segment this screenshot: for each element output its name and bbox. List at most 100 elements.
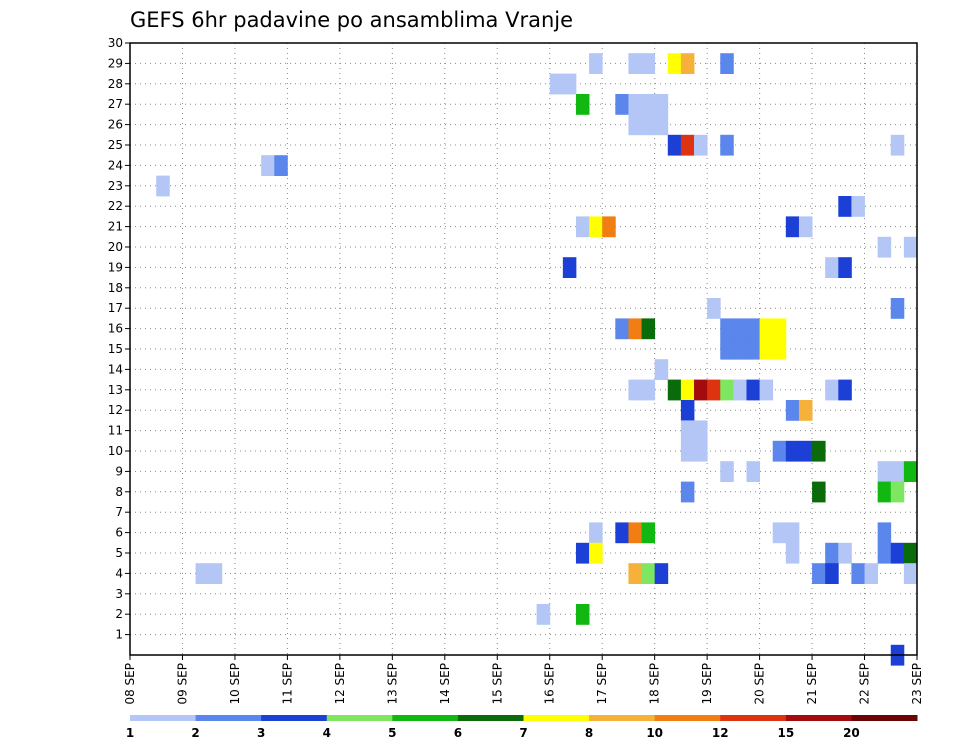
heatmap-cell [720, 379, 734, 401]
heatmap-cell [812, 440, 826, 462]
heatmap-cell [903, 236, 918, 258]
heatmap-cell [575, 604, 590, 625]
data-cells [156, 53, 918, 666]
legend-label: 3 [257, 726, 265, 740]
heatmap-cell [838, 542, 852, 564]
heatmap-cell [641, 94, 656, 115]
heatmap-cell [615, 318, 629, 340]
heatmap-cell [575, 542, 590, 564]
x-tick-label: 16 SEP [543, 663, 557, 705]
heatmap-cell [890, 542, 905, 564]
heatmap-cell [798, 216, 813, 238]
y-tick-label: 21 [108, 220, 123, 234]
heatmap-cell [667, 134, 682, 156]
heatmap-cell [877, 236, 892, 258]
y-axis: 1234567891011121314151617181920212223242… [108, 36, 130, 642]
heatmap-cell [772, 318, 787, 340]
legend-swatch [785, 715, 852, 721]
x-tick-label: 09 SEP [175, 663, 189, 705]
heatmap-cell [746, 379, 760, 401]
heatmap-cell [615, 522, 629, 544]
x-tick-label: 10 SEP [228, 663, 242, 705]
heatmap-cell [720, 338, 734, 360]
legend-label: 10 [646, 726, 663, 740]
heatmap-cell [274, 155, 288, 176]
heatmap-cell [680, 379, 695, 401]
heatmap-cell [694, 420, 708, 442]
legend-swatch [392, 715, 459, 721]
heatmap-cell [694, 379, 708, 401]
heatmap-cell [825, 257, 839, 278]
heatmap-cell [785, 522, 800, 544]
heatmap-cell [589, 53, 603, 74]
heatmap-cell [903, 542, 918, 564]
heatmap-cell [654, 563, 669, 584]
heatmap-cell [720, 318, 734, 340]
heatmap-cell [838, 379, 852, 401]
heatmap-cell [628, 53, 642, 74]
legend-label: 4 [323, 726, 331, 740]
heatmap-cell [694, 134, 708, 156]
heatmap-cell [890, 481, 905, 503]
heatmap-cell [812, 563, 826, 584]
heatmap-cell [549, 73, 564, 95]
heatmap-cell [838, 257, 852, 278]
heatmap-cell [694, 440, 708, 462]
heatmap-cell [864, 563, 879, 584]
heatmap-cell [195, 563, 210, 584]
heatmap-cell [759, 318, 774, 340]
legend-swatch [654, 715, 721, 721]
y-tick-label: 7 [115, 505, 123, 519]
y-tick-label: 17 [108, 301, 123, 315]
legend-swatch [720, 715, 787, 721]
heatmap-cell [641, 379, 656, 401]
heatmap-cell [707, 379, 721, 401]
y-tick-label: 18 [108, 281, 123, 295]
y-tick-label: 29 [108, 56, 123, 70]
heatmap-cell [746, 338, 760, 360]
y-tick-label: 9 [115, 464, 123, 478]
heatmap-cell [733, 379, 747, 401]
legend-label: 7 [519, 726, 527, 740]
heatmap-cell [575, 216, 590, 238]
y-tick-label: 28 [108, 77, 123, 91]
y-tick-label: 14 [108, 362, 123, 376]
heatmap-cell [877, 522, 892, 544]
heatmap-cell [261, 155, 275, 176]
x-tick-label: 17 SEP [595, 663, 609, 705]
heatmap-cell [759, 338, 774, 360]
heatmap-cell [851, 563, 865, 584]
x-tick-label: 20 SEP [753, 663, 767, 705]
legend-label: 5 [388, 726, 396, 740]
heatmap-cell [772, 522, 787, 544]
chart-title: GEFS 6hr padavine po ansamblima Vranje [130, 8, 573, 32]
heatmap-cell [746, 461, 760, 482]
heatmap-cell [733, 318, 747, 340]
heatmap-cell [628, 318, 642, 340]
y-tick-label: 4 [115, 566, 123, 580]
heatmap-cell [641, 563, 656, 584]
legend-swatch [851, 715, 918, 721]
x-tick-label: 15 SEP [490, 663, 504, 705]
legend-label: 12 [712, 726, 729, 740]
heatmap-cell [772, 338, 787, 360]
y-tick-label: 30 [108, 36, 123, 50]
heatmap-cell [877, 461, 892, 482]
legend-label: 6 [454, 726, 462, 740]
heatmap-cell [641, 53, 656, 74]
heatmap-cell [825, 563, 839, 584]
heatmap-cell [654, 114, 669, 136]
legend-label: 2 [191, 726, 199, 740]
heatmap-cell [628, 114, 642, 136]
y-tick-label: 8 [115, 485, 123, 499]
heatmap-cell [680, 134, 695, 156]
heatmap-cell [680, 440, 695, 462]
heatmap-cell [707, 298, 721, 319]
legend-swatch [130, 715, 197, 721]
legend-label: 20 [843, 726, 860, 740]
heatmap-cell [825, 379, 839, 401]
heatmap-cell [785, 440, 800, 462]
heatmap-cell [654, 359, 669, 380]
y-tick-label: 22 [108, 199, 123, 213]
heatmap-cell [680, 481, 695, 503]
